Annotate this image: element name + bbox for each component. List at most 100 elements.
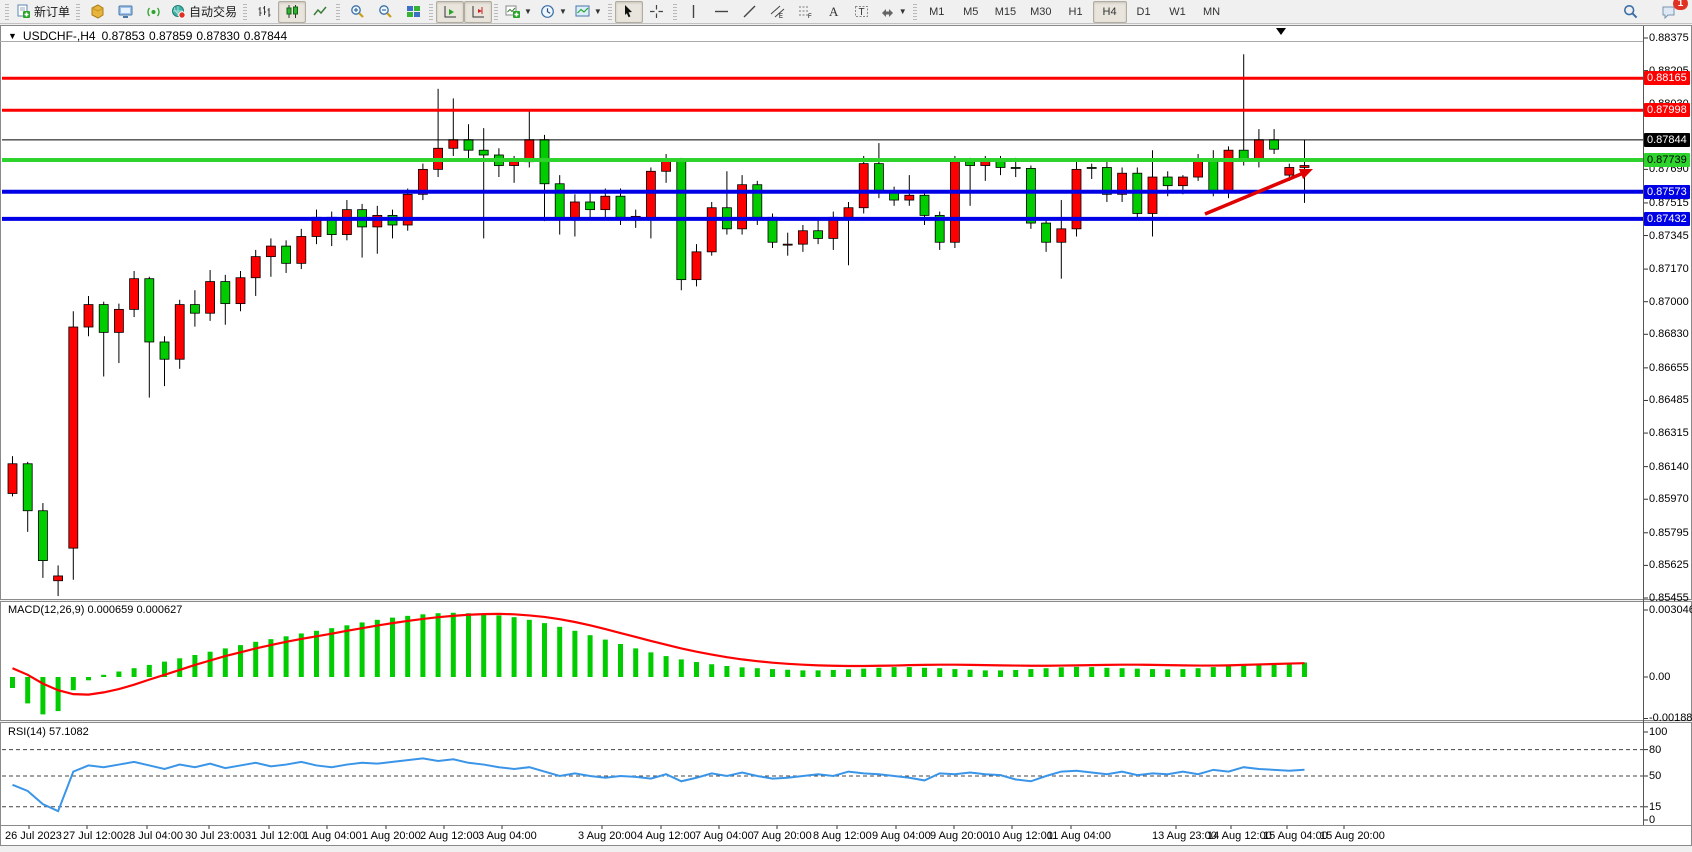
chart-canvas[interactable] bbox=[0, 25, 1692, 846]
rsi-axis-label: 50 bbox=[1649, 770, 1662, 782]
dropdown-caret-icon[interactable]: ▼ bbox=[558, 7, 567, 16]
dropdown-caret-icon[interactable]: ▼ bbox=[898, 7, 907, 16]
candle-body bbox=[68, 326, 79, 549]
trend-arrow-line[interactable] bbox=[1204, 170, 1307, 216]
channel-button[interactable]: E bbox=[764, 1, 792, 23]
vline-button[interactable] bbox=[680, 1, 708, 23]
time-axis-label: 13 Aug 23:00 bbox=[1152, 830, 1217, 842]
autotrade-button[interactable]: 自动交易 bbox=[167, 1, 241, 23]
macd-histogram-bar bbox=[1180, 669, 1186, 677]
zoom-out-icon bbox=[378, 4, 393, 19]
chat-button[interactable]: 1 bbox=[1654, 0, 1688, 23]
trendline-icon bbox=[742, 4, 757, 19]
candle-body bbox=[98, 304, 109, 333]
templates-icon bbox=[575, 4, 590, 19]
tf-d1-button[interactable]: D1 bbox=[1127, 1, 1161, 23]
candle-body bbox=[813, 230, 823, 239]
trendline-button[interactable] bbox=[736, 1, 764, 23]
search-button[interactable] bbox=[1616, 1, 1644, 23]
candle-body bbox=[1102, 167, 1112, 195]
chart-shift-button[interactable] bbox=[464, 0, 493, 23]
tf-h4-button[interactable]: H4 bbox=[1092, 0, 1127, 23]
price-level-badge: 0.87432 bbox=[1644, 211, 1690, 226]
dropdown-caret-icon[interactable]: ▼ bbox=[593, 7, 602, 16]
panel-splitter-main-macd[interactable] bbox=[0, 599, 1692, 602]
autotrade-button-label: 自动交易 bbox=[189, 5, 238, 19]
macd-histogram-bar bbox=[511, 617, 517, 677]
macd-histogram-bar bbox=[374, 619, 380, 677]
cursor-button[interactable] bbox=[614, 0, 643, 23]
macd-histogram-bar bbox=[420, 614, 426, 677]
macd-histogram-bar bbox=[496, 615, 502, 677]
trend-arrow-head[interactable] bbox=[1298, 168, 1313, 180]
macd-histogram-bar bbox=[146, 664, 152, 677]
chart-window-button[interactable] bbox=[83, 1, 111, 23]
bar-chart-button[interactable] bbox=[250, 1, 278, 23]
period-button[interactable]: ▼ bbox=[536, 1, 571, 23]
chart-dropdown-icon[interactable]: ▼ bbox=[8, 31, 17, 41]
toolbar-group-grip bbox=[607, 3, 612, 20]
line-chart-button[interactable] bbox=[306, 1, 334, 23]
terminal-button[interactable] bbox=[111, 1, 139, 23]
fibo-icon: F bbox=[798, 4, 813, 19]
macd-histogram-bar bbox=[633, 648, 639, 677]
tf-m5-button[interactable]: M5 bbox=[954, 1, 988, 23]
panel-splitter-macd-rsi[interactable] bbox=[0, 720, 1692, 723]
macd-histogram-bar bbox=[967, 669, 973, 677]
time-axis-label: 8 Aug 12:00 bbox=[813, 830, 872, 842]
candle-body bbox=[1299, 165, 1310, 168]
chart-header[interactable]: ▼ USDCHF-,H4 0.87853 0.87859 0.87830 0.8… bbox=[8, 29, 287, 43]
price-axis-label: 0.86140 bbox=[1649, 460, 1689, 473]
candle-body bbox=[1147, 176, 1158, 214]
price-level-badge: 0.87844 bbox=[1644, 132, 1690, 147]
candle-body bbox=[600, 195, 611, 211]
auto-scroll-button[interactable] bbox=[436, 0, 465, 23]
price-axis-label: 0.86830 bbox=[1649, 328, 1689, 341]
macd-histogram-bar bbox=[952, 669, 958, 677]
candle-body bbox=[174, 304, 185, 360]
tf-mn-button-label: MN bbox=[1202, 5, 1221, 18]
time-axis-label: 15 Aug 04:00 bbox=[1263, 830, 1328, 842]
fibo-button[interactable]: F bbox=[792, 1, 820, 23]
macd-axis-label: 0.00 bbox=[1649, 671, 1671, 683]
tile-windows-button[interactable] bbox=[399, 1, 427, 23]
macd-histogram-bar bbox=[982, 670, 988, 677]
crosshair-button[interactable] bbox=[643, 1, 671, 23]
signal-icon bbox=[146, 4, 161, 19]
candle-body bbox=[478, 149, 489, 156]
indicators-button[interactable]: ▼ bbox=[501, 1, 536, 23]
zoom-out-button[interactable] bbox=[371, 1, 399, 23]
macd-histogram-bar bbox=[390, 617, 395, 677]
tf-m15-button[interactable]: M15 bbox=[988, 1, 1023, 23]
tf-h1-button[interactable]: H1 bbox=[1059, 1, 1093, 23]
candle-body bbox=[1071, 168, 1082, 230]
new-order-button[interactable]: 新订单 bbox=[12, 1, 74, 23]
macd-histogram-bar bbox=[314, 630, 319, 677]
dropdown-caret-icon[interactable]: ▼ bbox=[524, 7, 532, 16]
macd-histogram-bar bbox=[587, 635, 593, 677]
main-toolbar: 新订单 自动交易 ▼ ▼ ▼ E F A T ▼ M1 M5 M15 M30 H1 H4 D1 W1 MN 1 bbox=[0, 0, 1692, 24]
tf-w1-button[interactable]: W1 bbox=[1161, 1, 1195, 23]
zoom-in-button[interactable] bbox=[343, 1, 371, 23]
tf-mn-button[interactable]: MN bbox=[1195, 1, 1229, 23]
label-button[interactable]: T bbox=[848, 1, 876, 23]
shapes-button[interactable]: ▼ bbox=[876, 1, 911, 23]
tf-m30-button[interactable]: M30 bbox=[1023, 1, 1058, 23]
hline-button[interactable] bbox=[708, 1, 736, 23]
macd-histogram-bar bbox=[359, 622, 365, 677]
candle-body bbox=[38, 510, 48, 562]
candlestick-button[interactable] bbox=[278, 0, 307, 23]
text-button[interactable]: A bbox=[820, 1, 848, 23]
macd-histogram-bar bbox=[101, 674, 107, 677]
candle-body bbox=[1026, 168, 1036, 224]
candle-body bbox=[235, 277, 246, 305]
candle-body bbox=[934, 214, 945, 243]
tf-m1-button[interactable]: M1 bbox=[920, 1, 954, 23]
tf-h4-button-label: H4 bbox=[1102, 5, 1117, 18]
chart-shift-marker[interactable] bbox=[1276, 28, 1286, 35]
svg-text:F: F bbox=[808, 14, 812, 19]
signal-button[interactable] bbox=[139, 1, 167, 23]
templates-button[interactable]: ▼ bbox=[571, 1, 606, 23]
macd-histogram-bar bbox=[526, 619, 532, 677]
macd-histogram-bar bbox=[177, 658, 183, 677]
